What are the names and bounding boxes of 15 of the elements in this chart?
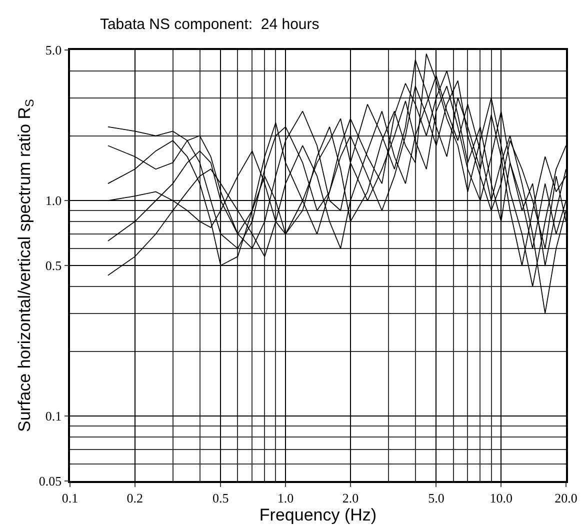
x-tick-label: 10.0 [490,490,512,506]
x-tick-label: 1.0 [277,490,294,506]
x-tick-label: 2.0 [342,490,359,506]
y-tick-label: 0.5 [45,258,62,274]
y-tick-label: 1.0 [45,193,62,208]
y-tick-label: 5.0 [45,42,62,58]
x-tick-label: 5.0 [428,490,444,506]
y-tick-label: 0.1 [45,408,62,424]
x-tick-label: 0.2 [126,490,144,506]
chart-title: Tabata NS component: 24 hours [100,16,320,34]
x-tick-label: 0.1 [62,490,78,506]
x-tick-label: 20.0 [554,490,578,506]
y-tick-label: 0.05 [38,474,62,489]
x-axis-title: Frequency (Hz) [259,505,377,524]
x-tick-label: 0.5 [212,490,229,506]
